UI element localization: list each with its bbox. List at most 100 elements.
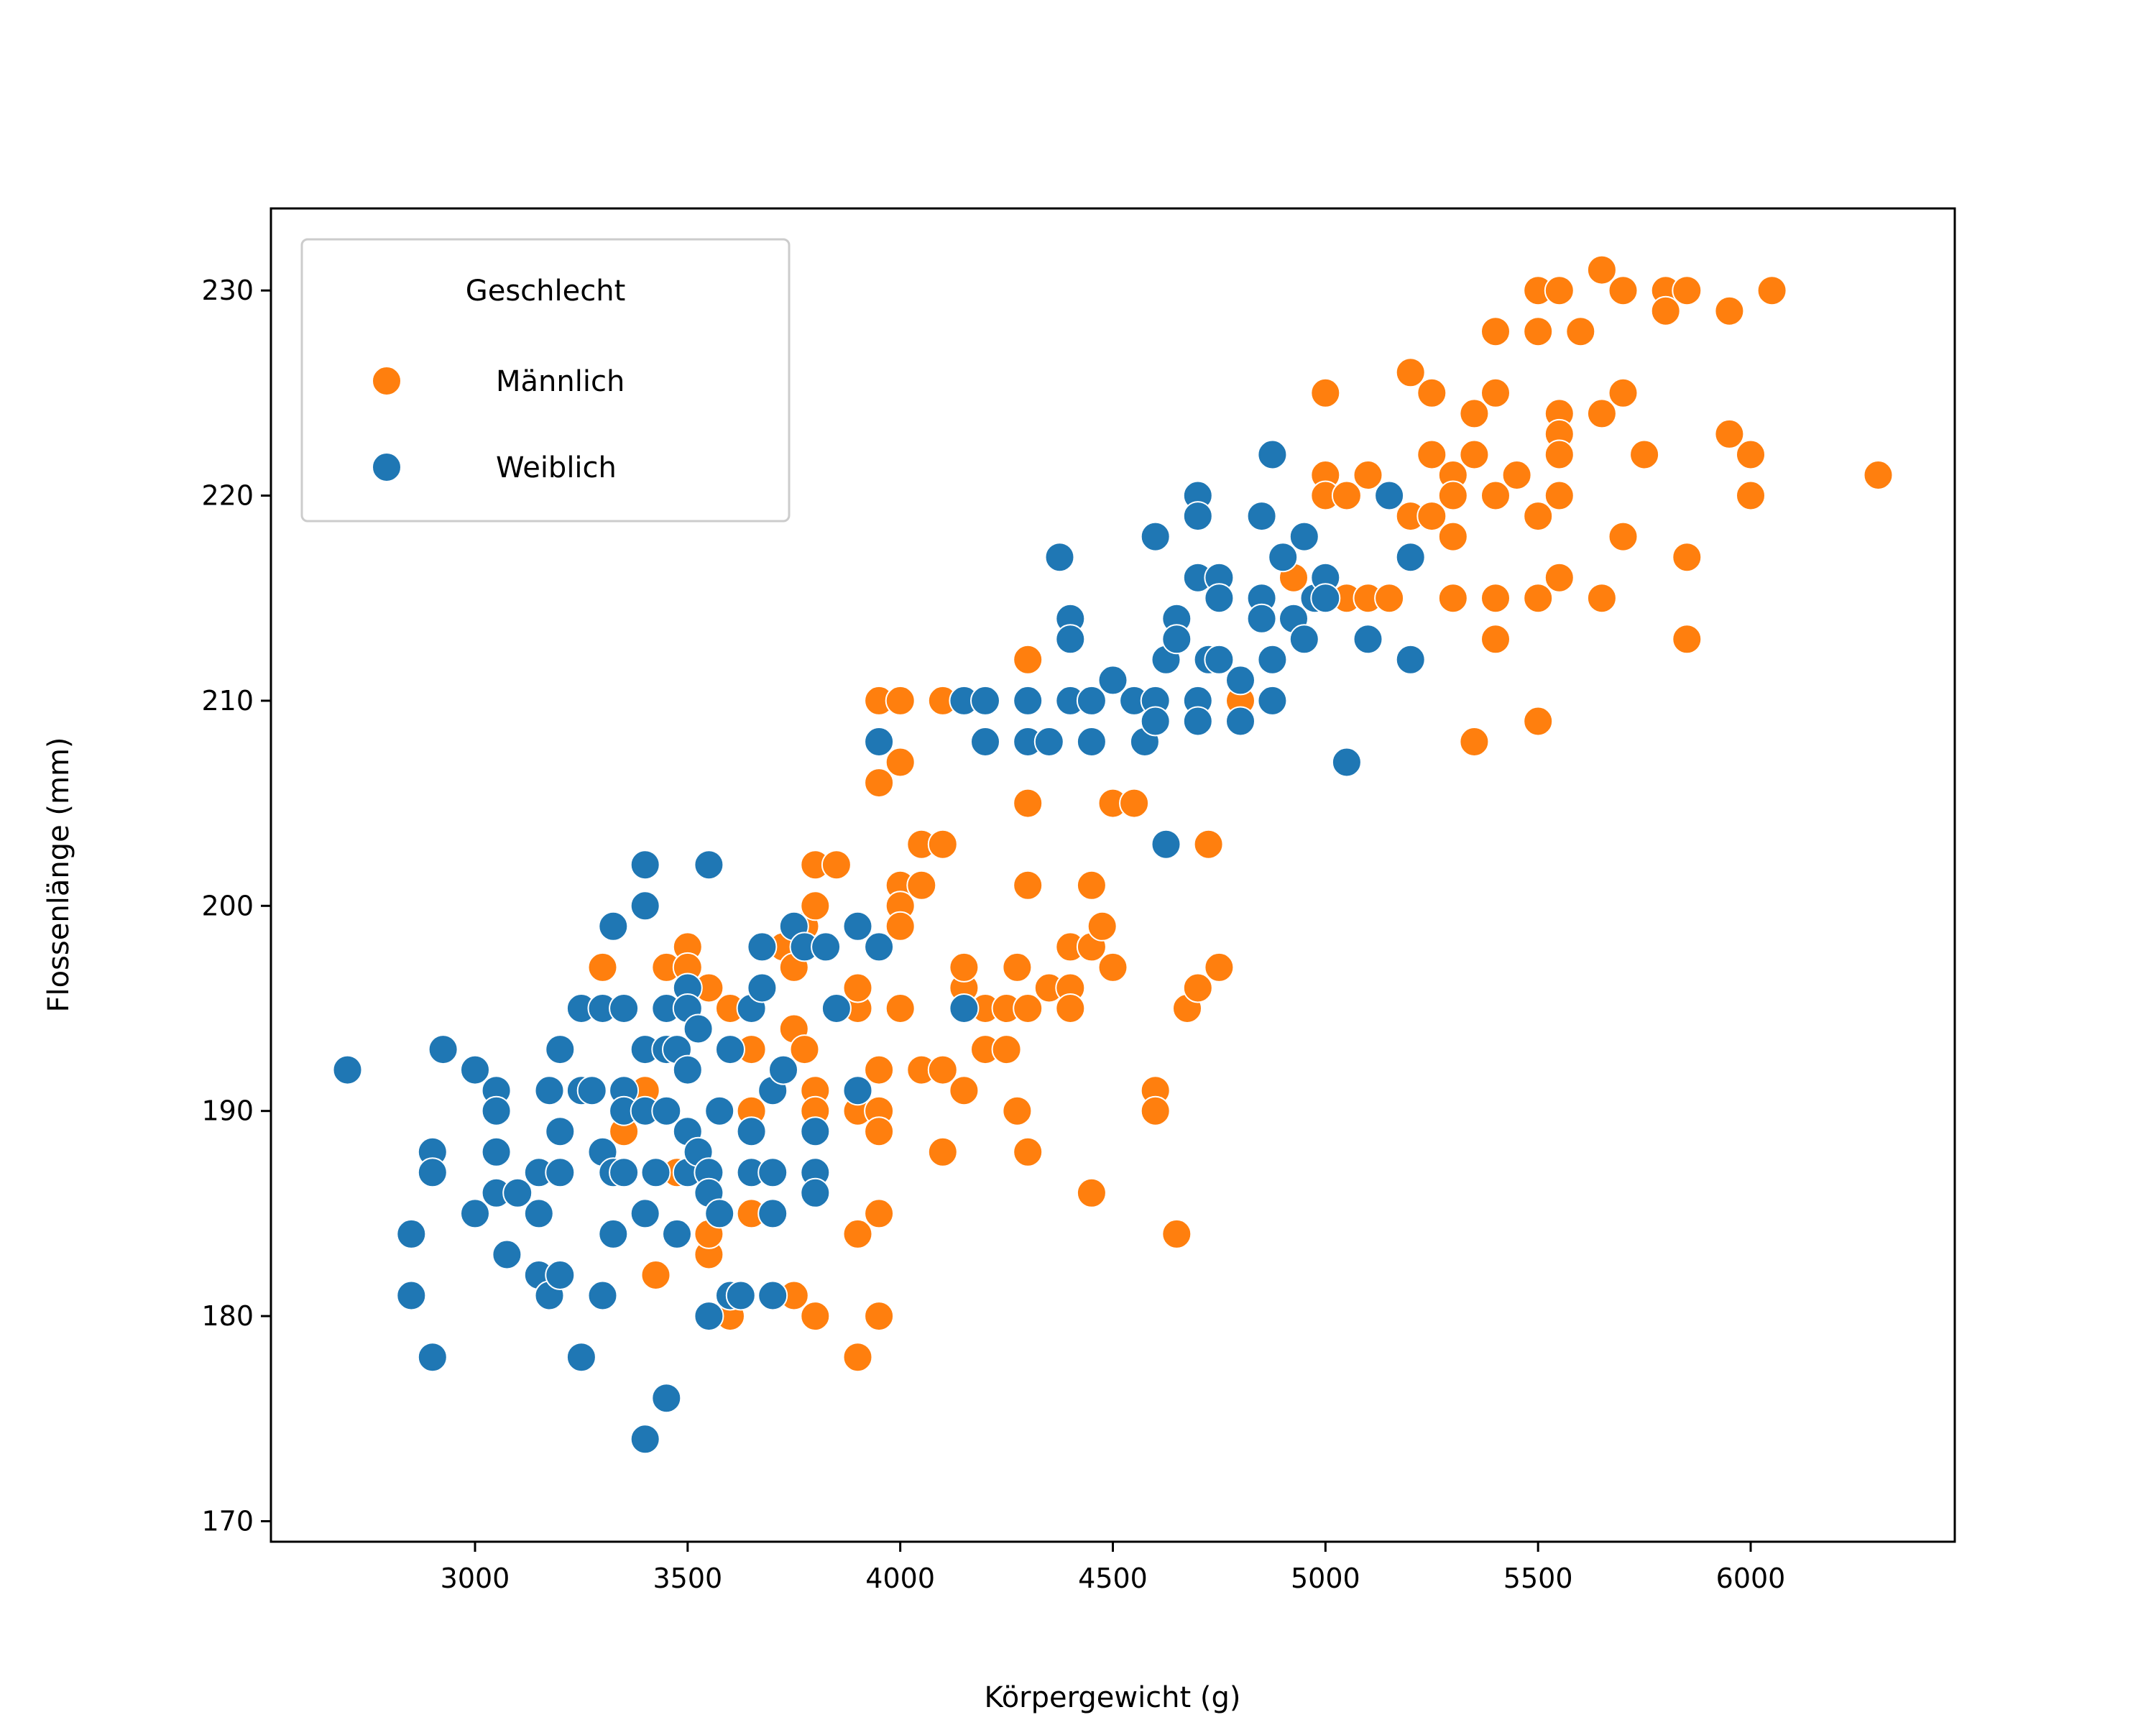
data-point-maennlich: [1586, 583, 1617, 614]
data-point-maennlich: [842, 972, 873, 1003]
y-tick-label: 230: [201, 275, 254, 306]
data-point-maennlich: [1714, 295, 1745, 326]
data-point-weiblich: [1055, 624, 1086, 655]
data-point-weiblich: [545, 1034, 576, 1065]
y-axis: 170 180 190 200 210 220 230: [201, 275, 271, 1537]
data-point-maennlich: [864, 1301, 895, 1332]
data-point-weiblich: [609, 1157, 640, 1188]
data-point-maennlich: [1002, 952, 1033, 983]
data-point-maennlich: [906, 870, 937, 901]
data-point-weiblich: [1033, 727, 1064, 757]
data-point-maennlich: [1353, 460, 1383, 490]
data-point-maennlich: [1395, 357, 1426, 388]
data-point-weiblich: [598, 911, 629, 942]
data-point-maennlich: [1608, 275, 1639, 306]
data-point-weiblich: [1076, 727, 1107, 757]
data-point-maennlich: [1076, 870, 1107, 901]
data-point-weiblich: [694, 850, 724, 880]
legend-marker-maennlich: [372, 366, 402, 396]
data-point-maennlich: [864, 768, 895, 799]
data-point-maennlich: [1013, 993, 1044, 1024]
data-point-maennlich: [1480, 624, 1511, 655]
data-point-weiblich: [949, 993, 980, 1024]
data-point-maennlich: [949, 1075, 980, 1106]
data-point-maennlich: [1501, 460, 1532, 490]
data-point-weiblich: [1353, 624, 1383, 655]
legend-label-maennlich: Männlich: [496, 365, 625, 398]
data-point-weiblich: [704, 1095, 735, 1126]
data-point-weiblich: [630, 1198, 660, 1229]
x-tick-label: 4500: [1078, 1563, 1148, 1594]
data-point-weiblich: [417, 1342, 448, 1373]
data-point-weiblich: [672, 1054, 703, 1085]
data-point-weiblich: [523, 1198, 554, 1229]
data-point-weiblich: [332, 1054, 363, 1085]
data-point-weiblich: [1097, 665, 1128, 696]
data-point-weiblich: [970, 727, 1000, 757]
data-point-weiblich: [1374, 480, 1405, 511]
data-point-maennlich: [1013, 788, 1044, 819]
data-point-weiblich: [1204, 644, 1235, 675]
data-point-weiblich: [1225, 665, 1256, 696]
data-point-weiblich: [1204, 583, 1235, 614]
data-point-weiblich: [1246, 501, 1277, 532]
data-point-maennlich: [1523, 706, 1554, 737]
data-point-weiblich: [1151, 829, 1181, 860]
data-point-weiblich: [1289, 624, 1319, 655]
data-point-maennlich: [1097, 952, 1128, 983]
data-point-maennlich: [1863, 460, 1894, 490]
y-tick-label: 200: [201, 890, 254, 921]
data-point-weiblich: [1225, 706, 1256, 737]
data-point-weiblich: [1246, 603, 1277, 634]
data-point-maennlich: [1055, 993, 1086, 1024]
data-point-maennlich: [1459, 439, 1490, 470]
data-point-weiblich: [1044, 542, 1075, 573]
data-point-maennlich: [1193, 829, 1224, 860]
data-point-weiblich: [1257, 439, 1288, 470]
data-point-maennlich: [885, 685, 916, 716]
x-axis: 3000 3500 4000 4500 5000 5500 6000: [441, 1542, 1785, 1594]
data-point-weiblich: [566, 1342, 596, 1373]
data-point-weiblich: [1289, 521, 1319, 552]
data-point-weiblich: [715, 1034, 745, 1065]
data-point-maennlich: [1480, 583, 1511, 614]
data-point-maennlich: [1586, 254, 1617, 285]
data-point-weiblich: [821, 993, 852, 1024]
data-point-weiblich: [842, 911, 873, 942]
y-tick-label: 220: [201, 480, 254, 512]
data-point-weiblich: [598, 1218, 629, 1249]
data-point-weiblich: [1331, 747, 1362, 778]
data-point-maennlich: [640, 1260, 671, 1290]
data-point-weiblich: [460, 1054, 490, 1085]
data-point-maennlich: [1416, 501, 1447, 532]
data-point-weiblich: [768, 1054, 798, 1085]
legend-box: [300, 238, 791, 523]
data-point-maennlich: [587, 952, 618, 983]
data-point-maennlich: [1182, 972, 1213, 1003]
data-point-weiblich: [842, 1075, 873, 1106]
data-point-weiblich: [1310, 583, 1341, 614]
data-point-maennlich: [927, 1136, 958, 1167]
data-point-maennlich: [864, 1198, 895, 1229]
data-point-weiblich: [1182, 706, 1213, 737]
data-point-weiblich: [662, 1218, 692, 1249]
data-point-maennlich: [1480, 316, 1511, 347]
y-axis-label: Flossenlänge (mm): [42, 737, 75, 1012]
data-point-maennlich: [1608, 377, 1639, 408]
data-point-weiblich: [704, 1198, 735, 1229]
x-tick-label: 5000: [1291, 1563, 1360, 1594]
data-point-maennlich: [1650, 295, 1681, 326]
data-point-maennlich: [1161, 1218, 1192, 1249]
data-point-weiblich: [481, 1136, 512, 1167]
data-point-maennlich: [885, 911, 916, 942]
x-axis-label: Körpergewicht (g): [984, 1681, 1240, 1714]
data-point-maennlich: [1087, 911, 1118, 942]
data-point-weiblich: [630, 1424, 660, 1455]
data-point-maennlich: [1140, 1095, 1171, 1126]
data-point-maennlich: [1672, 542, 1703, 573]
data-point-weiblich: [694, 1301, 724, 1332]
data-point-maennlich: [885, 993, 916, 1024]
data-point-weiblich: [545, 1116, 576, 1147]
data-point-maennlich: [1480, 480, 1511, 511]
